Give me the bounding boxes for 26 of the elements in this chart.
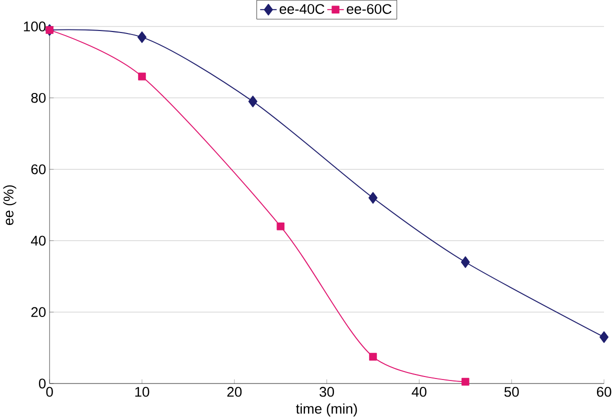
point xyxy=(248,96,258,108)
y-tick-label: 100 xyxy=(24,22,46,32)
x-axis-title: time (min) xyxy=(296,404,357,417)
x-tick-label: 20 xyxy=(227,387,242,397)
point xyxy=(600,331,608,344)
y-tick-label: 0 xyxy=(38,378,46,389)
x-tick-label: 10 xyxy=(135,387,150,397)
x-tick-label: 0 xyxy=(46,387,53,397)
x-tick-label: 50 xyxy=(504,387,519,397)
point xyxy=(368,192,378,204)
x-tick-label: 60 xyxy=(596,387,612,397)
y-tick-label: 80 xyxy=(31,93,46,103)
y-tick-label: 60 xyxy=(31,164,46,174)
y-tick-label: 20 xyxy=(31,307,46,318)
point xyxy=(460,256,470,268)
x-tick-label: 30 xyxy=(320,387,334,397)
point xyxy=(138,32,146,44)
x-tick-label: 40 xyxy=(412,387,426,397)
y-tick-label: 40 xyxy=(30,236,46,246)
legend-label: ee-40C xyxy=(280,4,324,14)
point xyxy=(138,72,146,80)
point xyxy=(462,378,470,386)
point xyxy=(369,353,377,361)
legend-label: ee-60C xyxy=(346,4,392,14)
y-axis-title: ee (%) xyxy=(3,185,16,226)
point xyxy=(276,222,284,230)
